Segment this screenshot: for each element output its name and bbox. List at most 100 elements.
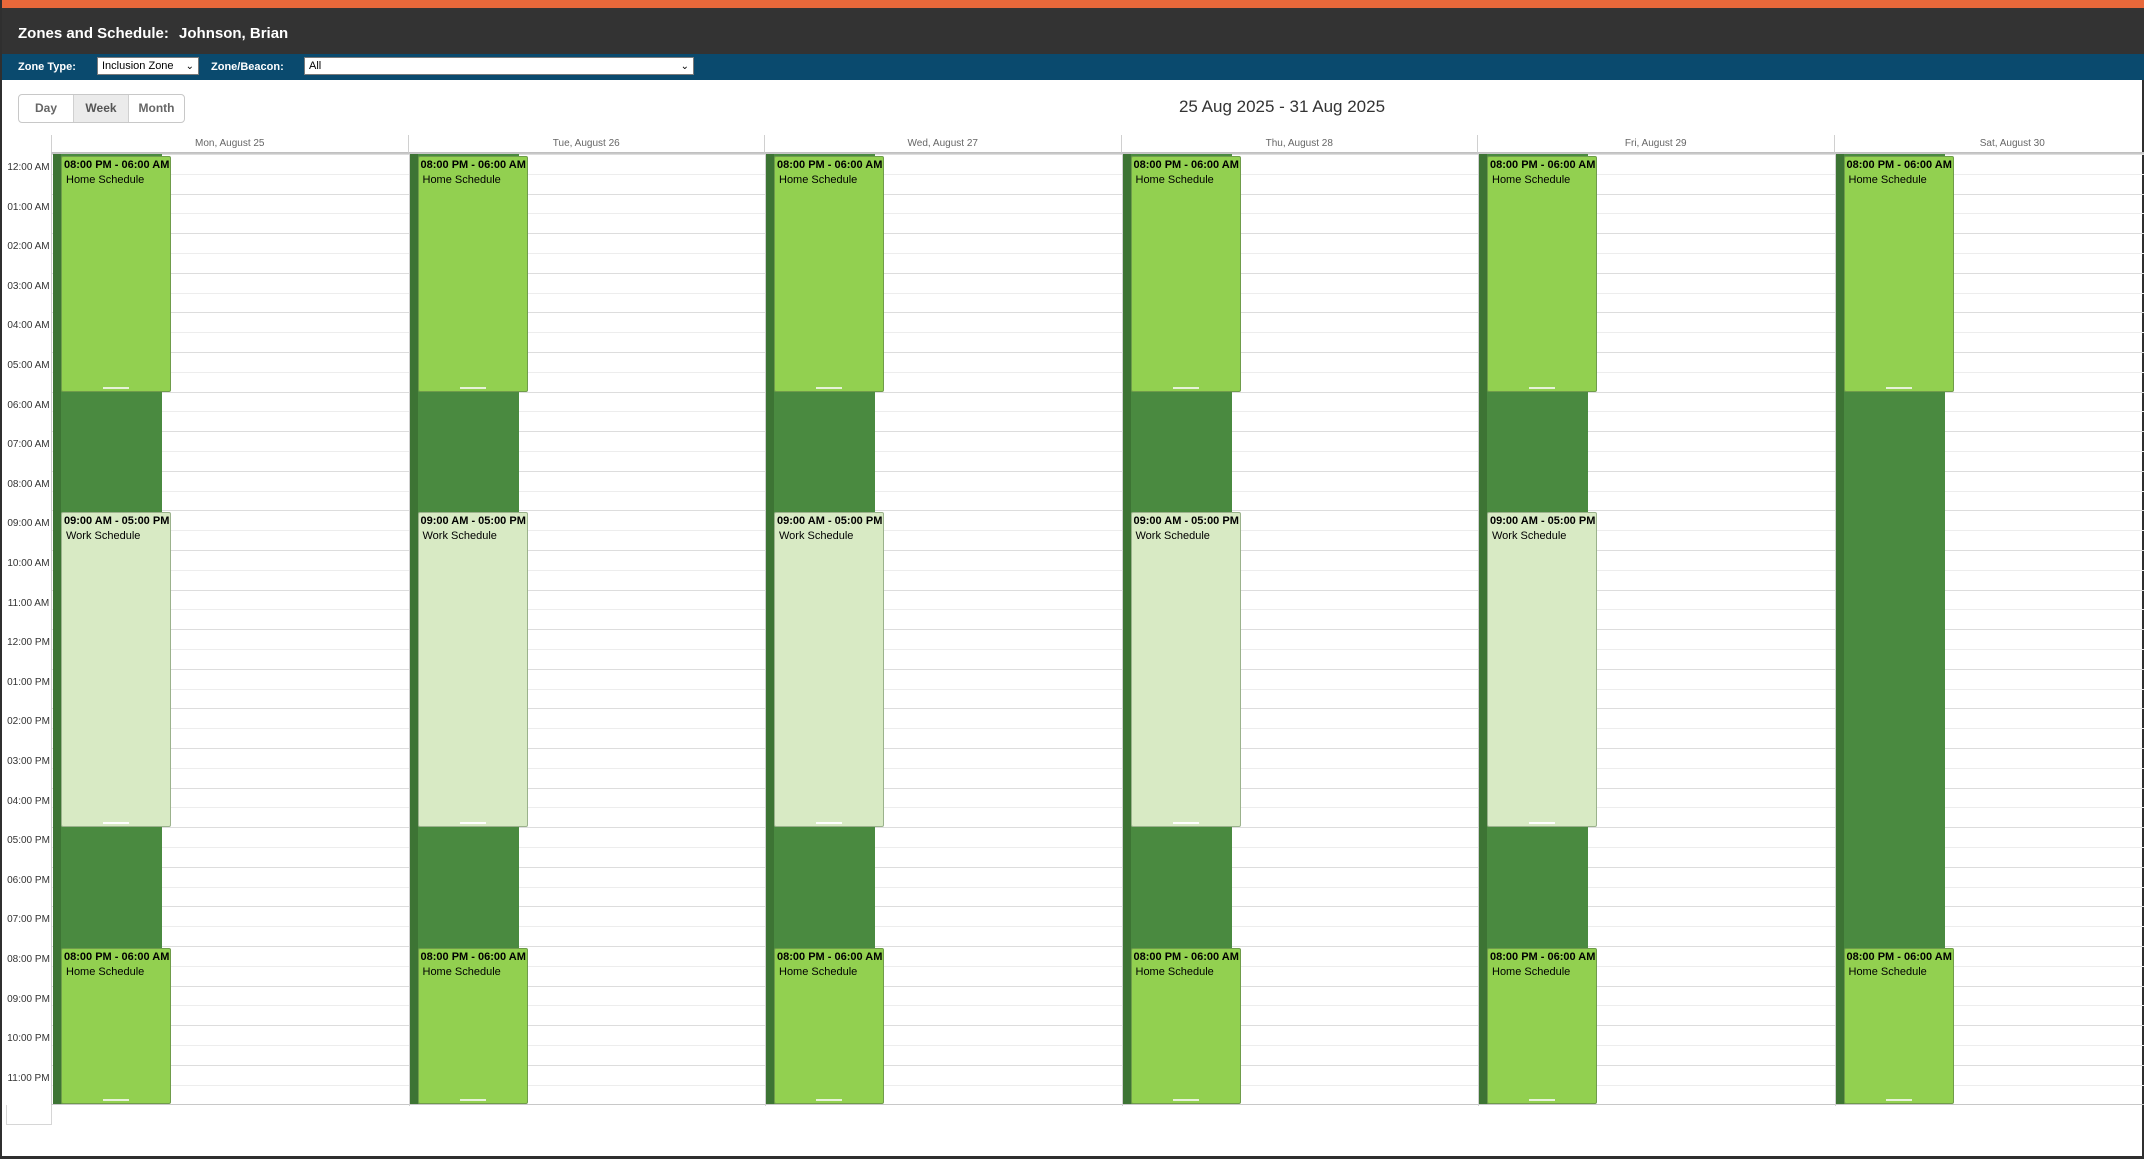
event-title: Home Schedule — [1848, 966, 1927, 978]
resize-handle[interactable] — [1529, 822, 1555, 825]
zone-type-select[interactable]: Inclusion Zone ⌄ — [97, 57, 199, 75]
resize-handle[interactable] — [103, 1099, 129, 1102]
chevron-down-icon: ⌄ — [680, 61, 689, 72]
time-label: 07:00 PM — [7, 914, 50, 926]
time-label: 01:00 AM — [7, 201, 50, 213]
resize-handle[interactable] — [816, 822, 842, 825]
resize-handle[interactable] — [103, 822, 129, 825]
event-time: 08:00 PM - 06:00 AM — [777, 951, 883, 963]
work-schedule-event[interactable]: 09:00 AM - 05:00 PM Work Schedule — [774, 512, 884, 828]
zone-band-edge — [1835, 154, 1844, 1105]
resize-handle[interactable] — [459, 1099, 486, 1102]
header-gutter — [6, 135, 51, 153]
zone-beacon-select[interactable]: All ⌄ — [304, 57, 694, 75]
time-label: 10:00 AM — [7, 558, 50, 569]
home-schedule-event[interactable]: 08:00 PM - 06:00 AM Home Schedule — [1487, 156, 1597, 392]
event-time: 08:00 PM - 06:00 AM — [420, 159, 526, 171]
event-time: 08:00 PM - 06:00 AM — [777, 159, 883, 171]
work-schedule-event[interactable]: 09:00 AM - 05:00 PM Work Schedule — [417, 512, 528, 828]
work-schedule-event[interactable]: 09:00 AM - 05:00 PM Work Schedule — [61, 512, 171, 828]
home-schedule-event[interactable]: 08:00 PM - 06:00 AM Home Schedule — [1130, 948, 1241, 1105]
chevron-down-icon: ⌄ — [185, 61, 194, 72]
hour-gridline — [52, 1025, 2144, 1027]
resize-handle[interactable] — [816, 386, 842, 389]
home-schedule-event[interactable]: 08:00 PM - 06:00 AM Home Schedule — [1130, 156, 1241, 392]
time-label: 08:00 AM — [7, 478, 50, 490]
half-hour-gridline — [52, 728, 2144, 730]
day-divider — [1478, 154, 1479, 1106]
event-time: 09:00 AM - 05:00 PM — [777, 515, 883, 528]
event-time: 08:00 PM - 06:00 AM — [1490, 159, 1596, 171]
event-time: 09:00 AM - 05:00 PM — [64, 515, 170, 528]
resize-handle[interactable] — [1529, 1099, 1555, 1102]
home-schedule-event[interactable]: 08:00 PM - 06:00 AM Home Schedule — [774, 156, 884, 392]
day-view-button[interactable]: Day — [19, 95, 74, 122]
work-schedule-event[interactable]: 09:00 AM - 05:00 PM Work Schedule — [1130, 512, 1241, 828]
resize-handle[interactable] — [1885, 386, 1912, 389]
zone-band-edge — [409, 154, 418, 1105]
hour-gridline — [52, 946, 2144, 947]
hour-gridline — [52, 708, 2144, 710]
event-title: Home Schedule — [1135, 966, 1214, 978]
home-schedule-event[interactable]: 08:00 PM - 06:00 AM Home Schedule — [61, 156, 171, 392]
time-label: 12:00 PM — [7, 637, 50, 649]
hour-gridline — [52, 668, 2144, 670]
half-hour-gridline — [52, 767, 2144, 769]
week-view-button[interactable]: Week — [74, 95, 129, 122]
resize-handle[interactable] — [459, 386, 486, 389]
event-title: Home Schedule — [1135, 174, 1214, 186]
hour-gridline — [52, 866, 2144, 868]
hour-gridline — [52, 233, 2144, 235]
event-time: 08:00 PM - 06:00 AM — [420, 951, 526, 963]
home-schedule-event[interactable]: 08:00 PM - 06:00 AM Home Schedule — [1843, 156, 1954, 392]
gutter-footer — [6, 1105, 52, 1125]
resize-handle[interactable] — [1172, 1099, 1199, 1102]
zone-band-edge — [53, 154, 61, 1105]
time-label: 04:00 PM — [7, 795, 50, 807]
calendar-grid[interactable]: 08:00 PM - 06:00 AM Home Schedule 09:00 AM… — [51, 153, 2144, 1106]
event-title: Home Schedule — [1492, 966, 1571, 978]
half-hour-gridline — [52, 886, 2144, 888]
resize-handle[interactable] — [1172, 822, 1199, 825]
resize-handle[interactable] — [1172, 386, 1199, 389]
zone-beacon-value: All — [309, 60, 322, 72]
half-hour-gridline — [52, 1005, 2144, 1007]
resize-handle[interactable] — [1529, 386, 1555, 389]
work-schedule-event[interactable]: 09:00 AM - 05:00 PM Work Schedule — [1487, 512, 1597, 828]
home-schedule-event[interactable]: 08:00 PM - 06:00 AM Home Schedule — [1843, 948, 1954, 1105]
hour-gridline — [52, 985, 2144, 987]
home-schedule-event[interactable]: 08:00 PM - 06:00 AM Home Schedule — [417, 156, 528, 392]
day-header: Fri, August 29 — [1477, 135, 1834, 153]
resize-handle[interactable] — [816, 1099, 842, 1102]
title-bar: Zones and Schedule: Johnson, Brian — [2, 8, 2144, 54]
day-divider — [765, 154, 766, 1106]
time-label: 05:00 AM — [7, 360, 50, 371]
resize-handle[interactable] — [1885, 1099, 1912, 1102]
home-schedule-event[interactable]: 08:00 PM - 06:00 AM Home Schedule — [774, 948, 884, 1105]
hour-gridline — [52, 312, 2144, 314]
event-title: Work Schedule — [422, 530, 497, 543]
person-name: Johnson, Brian — [179, 25, 289, 42]
event-time: 09:00 AM - 05:00 PM — [420, 515, 526, 528]
half-hour-gridline — [52, 926, 2144, 928]
hour-gridline — [52, 470, 2144, 472]
zone-beacon-label: Zone/Beacon: — [211, 61, 284, 73]
time-label: 03:00 AM — [7, 280, 50, 292]
home-schedule-event[interactable]: 08:00 PM - 06:00 AM Home Schedule — [1487, 948, 1597, 1105]
event-title: Home Schedule — [422, 966, 501, 978]
week-calendar: Mon, August 25 Tue, August 26 Wed, August … — [6, 135, 2144, 1130]
resize-handle[interactable] — [459, 822, 486, 825]
time-label: 08:00 PM — [7, 954, 50, 965]
hour-gridline — [52, 1064, 2144, 1066]
hour-gridline — [52, 193, 2144, 195]
day-header: Sat, August 30 — [1833, 135, 2144, 153]
day-divider — [1834, 154, 1836, 1106]
month-view-button[interactable]: Month — [138, 101, 175, 115]
half-hour-gridline — [52, 371, 2144, 373]
time-label: 01:00 PM — [7, 676, 50, 688]
day-divider — [1121, 154, 1123, 1106]
hour-gridline — [52, 906, 2144, 908]
home-schedule-event[interactable]: 08:00 PM - 06:00 AM Home Schedule — [61, 948, 171, 1105]
home-schedule-event[interactable]: 08:00 PM - 06:00 AM Home Schedule — [417, 948, 528, 1105]
resize-handle[interactable] — [103, 386, 129, 389]
